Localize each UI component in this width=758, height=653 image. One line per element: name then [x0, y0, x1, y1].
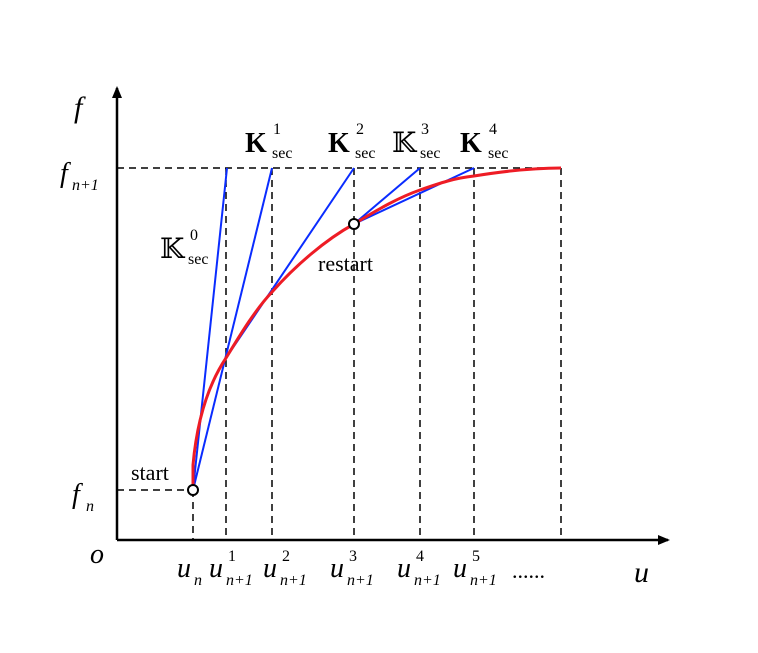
y-tick-fn1: f n+1 [60, 158, 99, 194]
fn1-sub: n+1 [72, 177, 99, 194]
sup: 1 [273, 121, 281, 138]
ellipsis: ...... [512, 558, 545, 583]
tick-sup: 2 [282, 548, 290, 565]
x-tick-labels: u n u 1 n+1 u 2 n+1 u 3 n+1 u 4 n+1 u 5 … [177, 548, 545, 589]
tick-sup: 5 [472, 548, 480, 565]
tick-base: u [209, 553, 223, 584]
x-tick-u1: u 1 n+1 [209, 548, 253, 589]
x-tick-u3: u 3 n+1 [330, 548, 374, 589]
secant-label-0: 𝕂 0 sec [160, 227, 208, 268]
secant-line-3 [353, 167, 421, 225]
secant-line-4 [353, 167, 475, 225]
tick-sub: n+1 [414, 572, 441, 589]
symbol: K [460, 128, 482, 159]
tick-sub: n+1 [347, 572, 374, 589]
tick-sup: 4 [416, 548, 424, 565]
symbol: K [328, 128, 350, 159]
secant-lines [192, 167, 475, 491]
secant-label-1: K 1 sec [245, 121, 292, 162]
sub: sec [272, 145, 292, 162]
symbol: 𝕂 [392, 128, 418, 159]
tick-base: u [263, 553, 277, 584]
restart-label: restart [318, 251, 373, 276]
fn-sub: n [86, 498, 94, 515]
tick-sub: n [194, 572, 202, 589]
tick-base: u [453, 553, 467, 584]
tick-base: u [177, 553, 191, 584]
tick-base: u [330, 553, 344, 584]
tick-sub: n+1 [470, 572, 497, 589]
sub: sec [420, 145, 440, 162]
x-tick-u5: u 5 n+1 [453, 548, 497, 589]
x-tick-u2: u 2 n+1 [263, 548, 307, 589]
origin-label: o [90, 539, 104, 570]
fn1-base: f [60, 158, 71, 189]
secant-label-2: K 2 sec [328, 121, 375, 162]
sub: sec [188, 251, 208, 268]
tick-sub: n+1 [226, 572, 253, 589]
x-axis-label: u [634, 556, 649, 589]
start-point [187, 484, 199, 496]
secant-line-0 [192, 167, 228, 491]
dashed-guides [117, 167, 562, 540]
tick-sub: n+1 [280, 572, 307, 589]
tick-sup: 1 [228, 548, 236, 565]
sup: 0 [190, 227, 198, 244]
secant-line-1 [192, 167, 273, 491]
sub: sec [355, 145, 375, 162]
sub: sec [488, 145, 508, 162]
sup: 4 [489, 121, 497, 138]
secant-label-4: K 4 sec [460, 121, 508, 162]
secant-label-3: 𝕂 3 sec [392, 121, 440, 162]
symbol: 𝕂 [160, 234, 186, 265]
x-tick-u4: u 4 n+1 [397, 548, 441, 589]
y-tick-fn: f n [72, 479, 94, 515]
sup: 2 [356, 121, 364, 138]
tick-base: u [397, 553, 411, 584]
start-label: start [131, 460, 169, 485]
symbol: K [245, 128, 267, 159]
response-curve [191, 166, 562, 490]
tick-sup: 3 [349, 548, 357, 565]
sup: 3 [421, 121, 429, 138]
fn-base: f [72, 479, 83, 510]
y-axis-label: f [74, 91, 86, 124]
restart-point [348, 218, 360, 230]
x-tick-un: u n [177, 553, 202, 589]
